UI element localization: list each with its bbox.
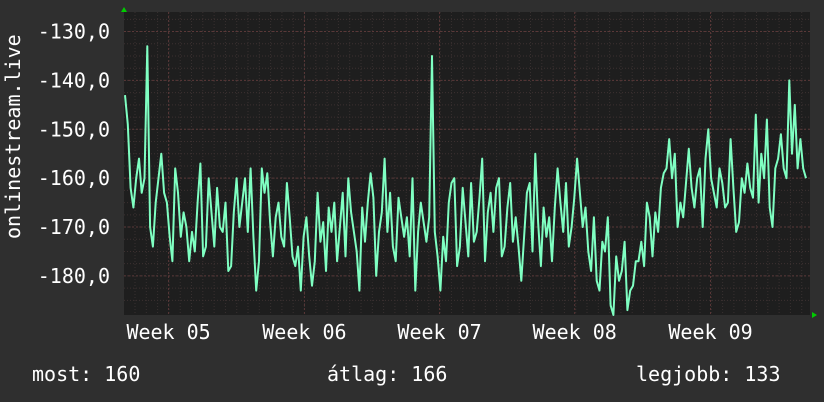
y-axis-arrow <box>121 7 127 12</box>
x-axis-arrow <box>812 312 817 318</box>
y-axis-label: onlinestream.live <box>1 34 25 239</box>
y-tick-label: -160,0 <box>38 166 110 190</box>
stat-best: legjobb: 133 <box>636 362 781 386</box>
x-tick-label: Week 07 <box>397 320 481 344</box>
x-tick-label: Week 06 <box>262 320 346 344</box>
y-tick-label: -140,0 <box>38 68 110 92</box>
series-line <box>124 45 807 316</box>
stat-average: átlag: 166 <box>327 362 448 386</box>
y-tick-label: -130,0 <box>38 20 110 44</box>
y-axis-ticks: -130,0 -140,0 -150,0 -160,0 -170,0 -180,0 <box>38 20 110 288</box>
x-axis-ticks: Week 05 Week 06 Week 07 Week 08 Week 09 <box>126 320 752 344</box>
x-tick-label: Week 08 <box>533 320 617 344</box>
stat-current: most: 160 <box>32 362 141 386</box>
x-tick-label: Week 05 <box>126 320 210 344</box>
x-tick-label: Week 09 <box>668 320 752 344</box>
plot-area <box>124 12 810 315</box>
y-tick-label: -170,0 <box>38 215 110 239</box>
y-tick-label: -180,0 <box>38 264 110 288</box>
y-tick-label: -150,0 <box>38 117 110 141</box>
